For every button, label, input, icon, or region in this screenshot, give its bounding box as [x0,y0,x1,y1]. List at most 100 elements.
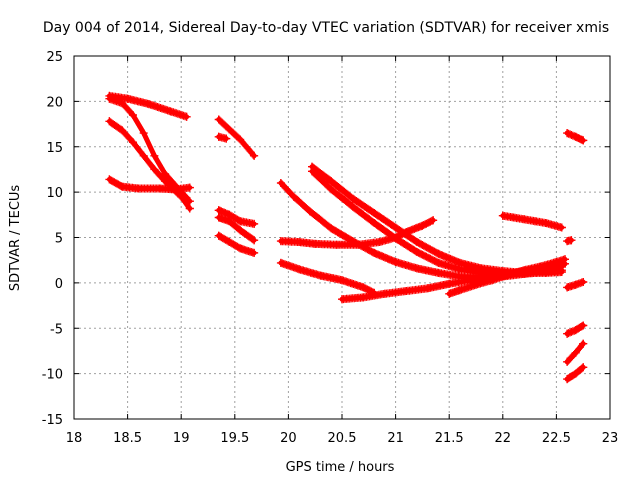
data-point [434,268,443,277]
data-point [332,240,341,249]
series-arc-17 [498,211,566,232]
data-point [185,204,194,213]
data-point [402,287,411,295]
data-point [531,217,539,226]
data-point [571,369,580,378]
data-point [295,265,304,274]
data-point [236,226,245,235]
data-point [348,194,357,203]
data-point [145,100,153,109]
data-point [150,165,159,174]
y-tick-label: 0 [55,277,63,292]
x-tick-label: 19.5 [220,431,249,446]
data-point [250,151,259,160]
data-point [391,234,400,243]
data-point [305,207,314,216]
series-arc-9 [214,231,259,257]
y-tick-label: -15 [42,413,63,428]
data-point [118,99,127,108]
data-point [171,185,180,194]
data-point [214,115,223,124]
data-point [370,219,379,227]
y-tick-labels: -15 -10 -5 0 5 10 15 20 25 [42,50,63,428]
data-point [370,209,379,217]
data-point [375,238,384,246]
data-point [118,126,127,135]
data-point [445,289,454,298]
data-point [557,223,566,232]
data-point [391,223,400,232]
y-axis-title: SDTVAR / TECUs [8,185,23,292]
data-point [289,192,298,201]
series-arc-16 [445,255,569,298]
data-point [413,248,421,256]
data-point [563,357,572,366]
y-tick-label: 20 [46,95,63,110]
y-tick-label: 10 [46,186,63,201]
data-point [563,283,572,292]
data-point [445,279,454,288]
data-point [579,136,588,145]
data-point [338,295,346,304]
data-point [552,258,561,266]
data-point [359,283,368,292]
series-arc-5 [214,115,259,160]
data-point [250,236,259,245]
x-tick-label: 20.5 [328,431,357,446]
data-point [579,321,588,330]
data-point [370,248,379,257]
data-point [185,183,194,192]
series-arc-6 [214,132,231,143]
y-tick-label: -5 [50,322,63,337]
x-tick-label: 22.5 [542,431,571,446]
data-point [105,94,114,103]
x-tick-label: 19 [173,431,190,446]
data-point [327,185,336,194]
data-point [214,206,223,215]
y-tick-label: 15 [46,141,63,156]
data-point [563,329,572,338]
data-point [423,284,432,293]
data-point [434,258,443,267]
data-point [316,271,325,280]
data-point [129,111,137,119]
y-tick-label: 5 [55,232,63,247]
data-point [541,219,550,227]
data-point [155,184,164,193]
data-point [139,151,148,160]
data-point [225,125,234,134]
data-point [520,266,529,275]
series-arc-20 [563,278,588,292]
data-point [139,129,148,138]
data-point [222,134,231,143]
data-point [359,293,368,302]
data-point [455,265,464,274]
data-point [105,117,114,126]
x-tick-label: 21.5 [435,431,464,446]
series-markers [280,179,566,282]
data-point [380,289,389,298]
data-point [250,248,259,257]
series-arc-1 [105,91,191,121]
data-point [214,132,223,141]
data-point [118,182,127,191]
data-point [567,236,576,245]
series-arc-7 [214,206,259,228]
data-point [225,238,234,246]
data-point [571,348,580,357]
series-arc-8 [214,213,259,245]
series-arc-23 [563,363,588,384]
data-point [348,202,357,211]
x-tick-label: 23 [602,431,619,446]
x-tick-label: 18.5 [113,431,142,446]
data-point [295,238,304,246]
data-point [579,278,588,286]
series-arc-12 [276,258,379,297]
data-point [276,179,285,187]
series-arc-19 [563,236,576,246]
x-tick-label: 20 [280,431,297,446]
data-point [488,276,497,285]
data-point [308,167,316,176]
data-point [391,258,400,266]
